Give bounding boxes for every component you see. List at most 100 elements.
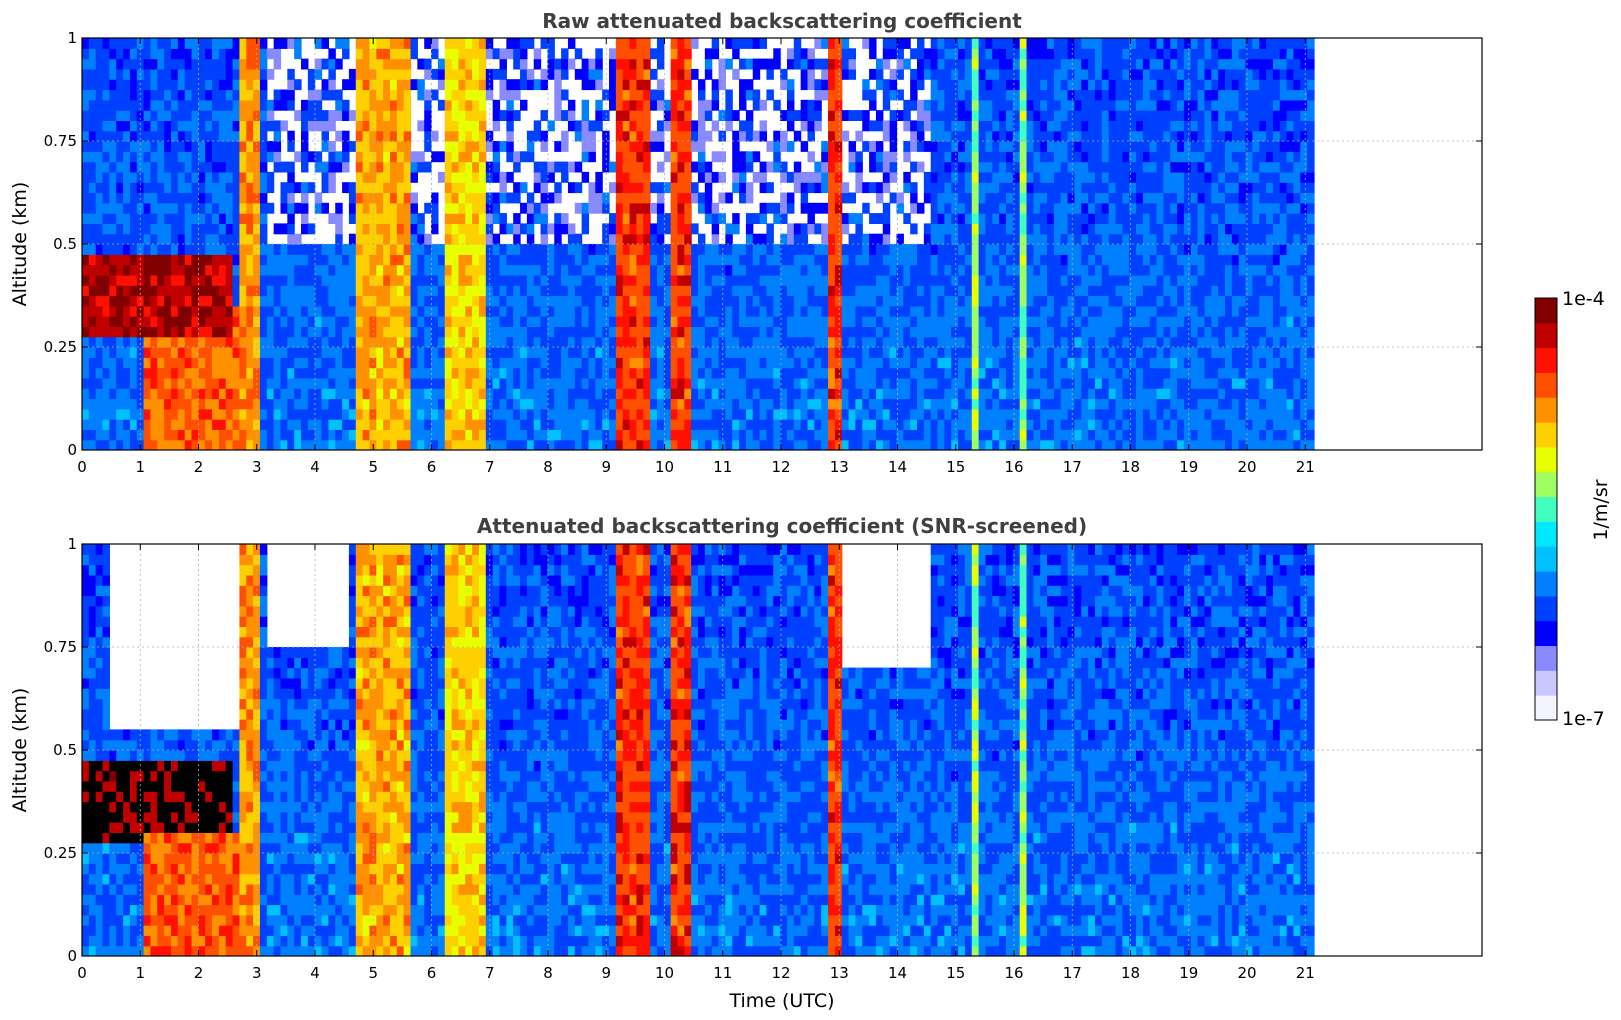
heatmap-cell [609, 326, 617, 338]
heatmap-cell [841, 130, 850, 142]
heatmap-cell [506, 110, 514, 121]
heatmap-cell [273, 120, 282, 132]
heatmap-cell [759, 274, 768, 286]
heatmap-cell [458, 244, 466, 255]
heatmap-cell [492, 264, 501, 276]
heatmap-cell [944, 316, 952, 327]
heatmap-cell [704, 192, 713, 204]
heatmap-cell [157, 357, 165, 369]
heatmap-cell [697, 130, 706, 142]
heatmap-cell [862, 419, 870, 430]
heatmap-cell [985, 89, 993, 101]
heatmap-cell [458, 171, 466, 183]
heatmap-cell [437, 285, 446, 297]
heatmap-cell [177, 192, 186, 204]
heatmap-cell [314, 192, 323, 204]
heatmap-cell [499, 58, 507, 70]
heatmap-cell [246, 244, 254, 255]
heatmap-cell [725, 254, 733, 266]
heatmap-cell [786, 99, 795, 111]
heatmap-cell [732, 213, 740, 224]
heatmap-cell [239, 285, 247, 297]
heatmap-cell [1033, 398, 1041, 410]
heatmap-cell [944, 326, 952, 338]
heatmap-cell [177, 408, 186, 420]
heatmap-cell [102, 408, 110, 420]
heatmap-cell [711, 264, 720, 276]
heatmap-cell [725, 120, 733, 132]
heatmap-cell [492, 68, 501, 80]
heatmap-cell [458, 141, 466, 152]
heatmap-cell [198, 110, 206, 121]
heatmap-cell [547, 38, 555, 49]
heatmap-cell [650, 182, 658, 194]
heatmap-cell [417, 388, 425, 400]
heatmap-cell [403, 68, 412, 80]
heatmap-cell [1026, 419, 1034, 430]
heatmap-cell [821, 295, 829, 307]
heatmap-cell [834, 151, 843, 163]
heatmap-cell [869, 141, 877, 152]
heatmap-cell [328, 367, 336, 379]
heatmap-cell [622, 305, 631, 317]
heatmap-cell [129, 48, 138, 60]
heatmap-cell [643, 408, 651, 420]
heatmap-cell [656, 367, 665, 379]
heatmap-cell [999, 58, 1007, 70]
heatmap-cell [896, 192, 904, 204]
heatmap-cell [376, 264, 384, 276]
heatmap-cell [294, 419, 302, 430]
heatmap-cell [177, 79, 186, 91]
heatmap-cell [109, 141, 117, 152]
heatmap-cell [376, 130, 384, 142]
heatmap-cell [944, 120, 952, 132]
heatmap-cell [492, 336, 501, 348]
heatmap-cell [958, 357, 966, 369]
heatmap-cell [1040, 161, 1048, 173]
heatmap-cell [807, 130, 815, 142]
heatmap-cell [978, 171, 987, 183]
heatmap-cell [561, 419, 569, 430]
heatmap-cell [150, 336, 158, 348]
heatmap-cell [328, 274, 336, 286]
heatmap-cell [574, 326, 583, 338]
heatmap-cell [301, 347, 309, 358]
heatmap-cell [944, 202, 952, 214]
heatmap-cell [129, 408, 138, 420]
heatmap-cell [752, 171, 761, 183]
heatmap-cell [177, 120, 186, 132]
heatmap-cell [123, 182, 131, 194]
heatmap-cell [472, 161, 480, 173]
heatmap-cell [821, 151, 829, 163]
heatmap-cell [150, 141, 158, 152]
heatmap-cell [307, 357, 316, 369]
heatmap-cell [212, 141, 220, 152]
heatmap-cell [170, 264, 179, 276]
heatmap-cell [218, 233, 227, 245]
heatmap-cell [561, 336, 569, 348]
heatmap-cell [246, 264, 254, 276]
heatmap-cell [821, 254, 829, 266]
heatmap-cell [547, 377, 555, 389]
heatmap-cell [958, 110, 966, 121]
heatmap-cell [431, 254, 439, 266]
heatmap-cell [917, 244, 925, 255]
heatmap-cell [212, 48, 220, 60]
heatmap-cell [287, 429, 295, 441]
heatmap-cell [697, 79, 706, 91]
heatmap-cell [554, 79, 562, 91]
heatmap-cell [602, 285, 610, 297]
heatmap-cell [225, 130, 234, 142]
heatmap-cell [198, 68, 206, 80]
heatmap-cell [157, 79, 165, 91]
heatmap-cell [212, 377, 220, 389]
heatmap-cell [889, 316, 898, 327]
heatmap-cell [547, 254, 555, 266]
heatmap-cell [869, 316, 877, 327]
heatmap-cell [999, 48, 1007, 60]
heatmap-cell [622, 419, 631, 430]
heatmap-cell [964, 326, 973, 338]
heatmap-cell [985, 419, 993, 430]
heatmap-cell [554, 295, 562, 307]
heatmap-cell [143, 68, 152, 80]
